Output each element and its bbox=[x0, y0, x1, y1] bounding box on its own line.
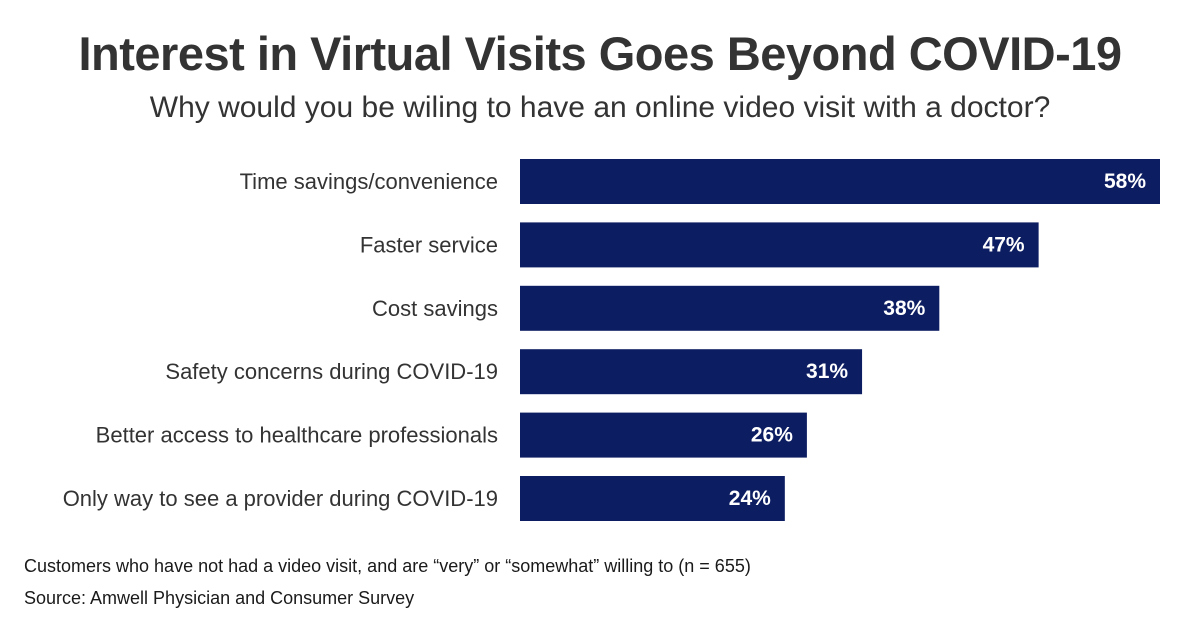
bar-value-label: 47% bbox=[983, 233, 1025, 256]
bar bbox=[520, 222, 1039, 268]
source-note: Source: Amwell Physician and Consumer Su… bbox=[24, 588, 415, 608]
footnote: Customers who have not had a video visit… bbox=[24, 556, 751, 576]
bar bbox=[520, 412, 807, 458]
bar bbox=[520, 159, 1160, 204]
bar bbox=[520, 476, 785, 521]
bar bbox=[520, 349, 863, 395]
bar bbox=[520, 285, 940, 331]
bar-value-label: 38% bbox=[883, 297, 925, 320]
chart-title: Interest in Virtual Visits Goes Beyond C… bbox=[78, 27, 1122, 80]
bar-value-label: 26% bbox=[751, 424, 793, 447]
bar-value-label: 24% bbox=[729, 487, 771, 510]
bar-value-label: 31% bbox=[806, 360, 848, 383]
category-label: Only way to see a provider during COVID-… bbox=[63, 486, 498, 511]
category-label: Safety concerns during COVID-19 bbox=[165, 359, 498, 384]
category-label: Faster service bbox=[360, 232, 498, 257]
bar-value-label: 58% bbox=[1104, 170, 1146, 193]
category-label: Cost savings bbox=[372, 296, 498, 321]
chart-subtitle: Why would you be wiling to have an onlin… bbox=[149, 91, 1051, 124]
category-label: Time savings/convenience bbox=[240, 169, 498, 194]
category-label: Better access to healthcare professional… bbox=[96, 423, 498, 448]
